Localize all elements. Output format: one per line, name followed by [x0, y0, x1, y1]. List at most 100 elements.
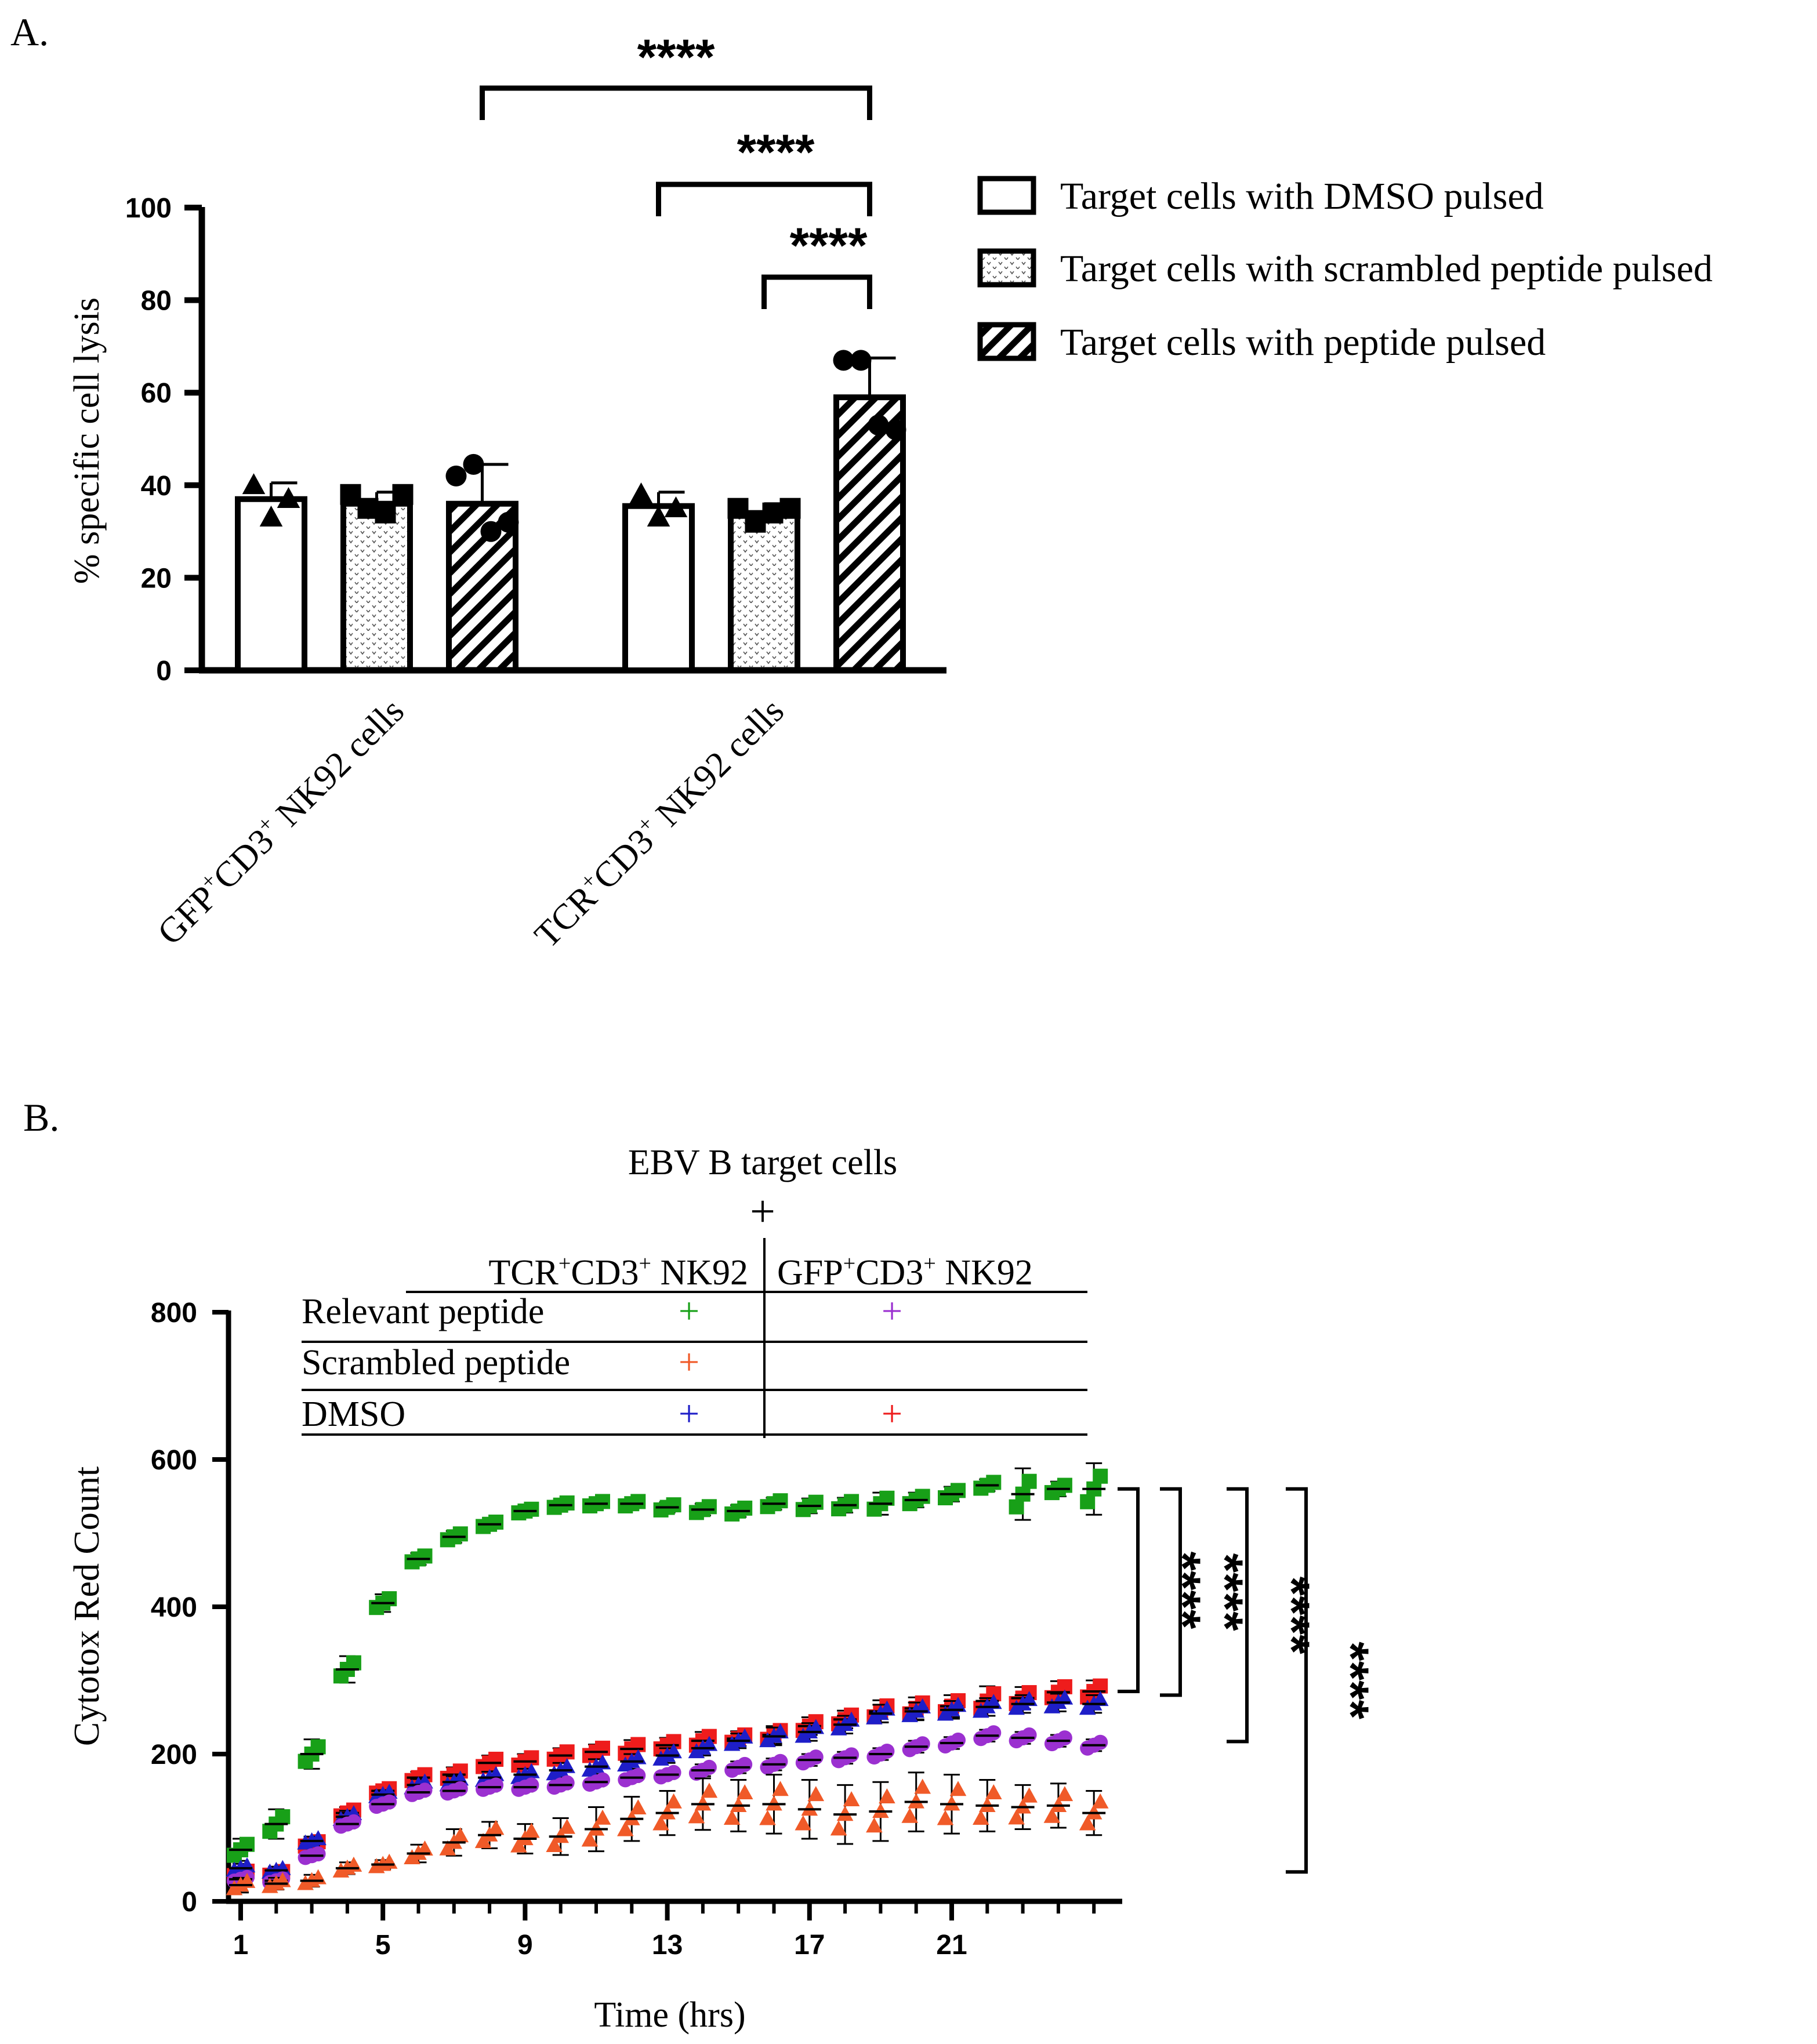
- a-legend-label: Target cells with peptide pulsed: [1060, 321, 1546, 364]
- text-span: GFP: [777, 1253, 843, 1293]
- b-y-ticks: 0 200 400 600 800: [151, 1298, 229, 1918]
- b-data-point: [951, 1732, 966, 1748]
- a-data-point: [850, 350, 872, 371]
- b-data-point: [666, 1765, 681, 1780]
- b-data-point: [759, 1810, 776, 1825]
- b-data-point: [773, 1493, 788, 1509]
- a-legend: Target cells with DMSO pulsed Target cell…: [977, 175, 1713, 364]
- b-data-point: [986, 1725, 1002, 1741]
- b-data-point: [630, 1799, 647, 1814]
- b-data-point: [523, 1822, 540, 1838]
- b-table-row-label: DMSO: [302, 1395, 405, 1434]
- b-table-plus: +: [679, 1341, 699, 1382]
- b-series-group: [226, 1689, 1109, 1879]
- a-category-label: TCR+CD3+ NK92 cells: [526, 690, 792, 956]
- a-legend-label: Target cells with DMSO pulsed: [1060, 175, 1544, 217]
- b-series-group: [226, 1771, 1109, 1896]
- b-series-group: [227, 1725, 1108, 1890]
- b-table-row-label: Scrambled peptide: [302, 1343, 570, 1382]
- a-bar: [235, 496, 307, 673]
- b-data-point: [558, 1818, 575, 1834]
- b-data-point: [666, 1497, 681, 1513]
- b-data-point: [915, 1736, 930, 1752]
- b-data-point: [346, 1814, 361, 1829]
- b-data-point: [559, 1744, 575, 1760]
- b-data-point: [310, 1846, 326, 1862]
- text-span: NK92: [936, 1253, 1033, 1293]
- b-data-point: [488, 1514, 504, 1530]
- b-data-point: [1057, 1730, 1072, 1746]
- b-data-point: [275, 1809, 291, 1825]
- b-data-point: [1021, 1691, 1038, 1707]
- a-significance-bracket: [656, 181, 872, 216]
- b-significance-stars: ****: [1197, 1553, 1253, 1631]
- a-legend-swatch: [977, 248, 1036, 288]
- b-data-point: [879, 1743, 895, 1759]
- b-data-point: [1080, 1494, 1096, 1509]
- text-span: NK92 cells: [642, 691, 792, 841]
- b-data-point: [559, 1775, 575, 1791]
- b-significance-bracket: [1286, 1487, 1308, 1874]
- b-data-point: [1021, 1473, 1037, 1489]
- b-data-point: [807, 1719, 825, 1734]
- a-data-point: [480, 521, 502, 542]
- b-data-point: [737, 1500, 753, 1516]
- a-data-point: [885, 419, 906, 441]
- a-significance-bracket: [761, 274, 872, 309]
- b-data-point: [1043, 1807, 1061, 1823]
- a-y-tick-label: 100: [125, 193, 172, 224]
- text-span: TCR: [488, 1253, 558, 1293]
- b-data-point: [973, 1809, 989, 1825]
- a-y-tick-label: 40: [141, 471, 172, 502]
- b-series: [226, 1462, 1109, 1896]
- b-data-point: [701, 1782, 718, 1798]
- a-bars: [235, 350, 906, 674]
- b-data-point: [487, 1820, 505, 1835]
- b-data-point: [524, 1501, 539, 1517]
- b-data-point: [879, 1700, 895, 1716]
- a-significance-bracket: [480, 85, 872, 120]
- b-data-point: [844, 1747, 859, 1763]
- b-data-point: [807, 1786, 825, 1802]
- superscript: +: [558, 1251, 571, 1276]
- b-data-point: [844, 1494, 859, 1509]
- b-series-group: [227, 1462, 1108, 1863]
- b-data-point: [417, 1782, 433, 1798]
- a-bar: [340, 500, 413, 673]
- b-data-point: [546, 1837, 563, 1853]
- b-data-point: [901, 1807, 918, 1823]
- superscript: +: [843, 1251, 855, 1276]
- a-bar: [728, 510, 800, 673]
- a-data-point: [463, 453, 484, 475]
- b-significance-stars: ****: [1155, 1551, 1210, 1629]
- text-span: CD3: [571, 1253, 639, 1293]
- b-data-point: [630, 1494, 646, 1509]
- b-y-tick-label: 800: [151, 1298, 197, 1328]
- b-data-point: [524, 1777, 539, 1793]
- b-data-point: [914, 1778, 931, 1794]
- b-table-row-label: Relevant peptide: [302, 1292, 544, 1331]
- a-data-point: [277, 487, 300, 509]
- a-legend-swatch: [977, 322, 1036, 361]
- b-data-point: [1091, 1793, 1109, 1809]
- text-span: NK92 cells: [262, 691, 412, 841]
- b-data-point: [843, 1791, 860, 1807]
- b-table-header: TCR+CD3+ NK92: [488, 1251, 748, 1293]
- b-data-point: [452, 1827, 469, 1843]
- b-plus-sign: +: [750, 1186, 775, 1236]
- b-significance-bracket: [1118, 1487, 1140, 1694]
- b-data-point: [488, 1777, 504, 1793]
- superscript: +: [923, 1251, 935, 1276]
- b-x-axis-label: Time (hrs): [594, 1995, 745, 2035]
- b-data-point: [1021, 1727, 1037, 1743]
- b-data-point: [937, 1810, 954, 1825]
- a-data-point: [647, 505, 670, 527]
- b-data-point: [1008, 1809, 1025, 1825]
- b-data-point: [773, 1753, 788, 1769]
- b-data-point: [1009, 1499, 1024, 1515]
- b-data-point: [595, 1494, 610, 1509]
- b-table-plus: +: [882, 1393, 902, 1434]
- a-significance-stars: ****: [737, 125, 815, 180]
- b-data-point: [617, 1821, 634, 1836]
